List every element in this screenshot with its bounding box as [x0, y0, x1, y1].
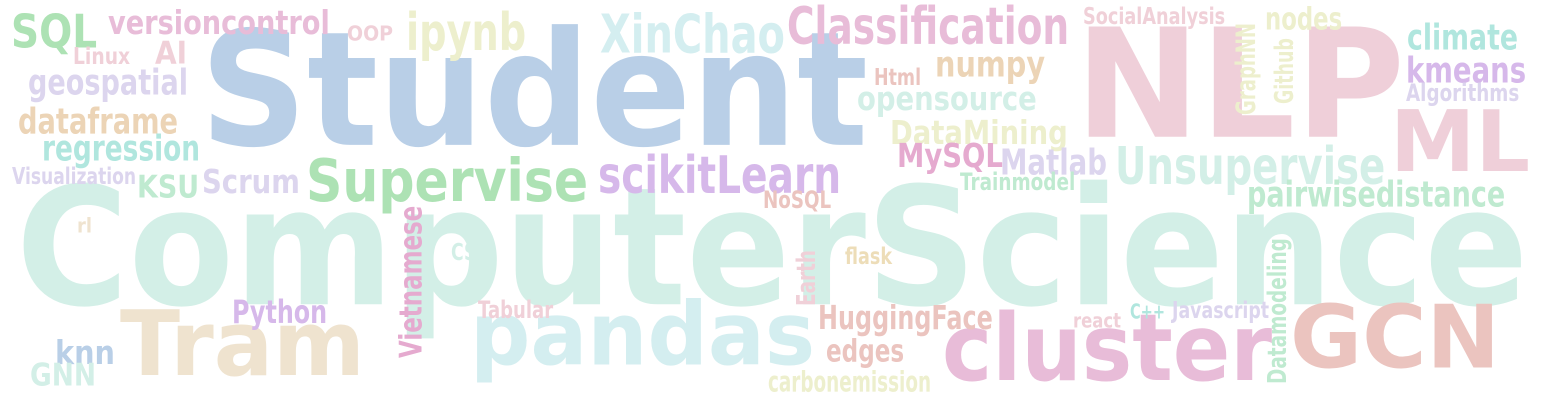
word-cluster: cluster — [942, 293, 1273, 401]
word-css: CSS — [451, 240, 489, 267]
word-socialanalysis: SocialAnalysis — [1083, 4, 1226, 31]
word-scikitlearn: scikitLearn — [598, 145, 842, 206]
word-carbonemission: carbonemission — [768, 365, 932, 399]
word-kmeans: kmeans — [1406, 50, 1527, 92]
word-matlab: Matlab — [1000, 142, 1107, 184]
word-gnn: GNN — [30, 357, 97, 394]
word-ml: ML — [1390, 91, 1531, 191]
word-graphnn: GraphNN — [1230, 23, 1262, 116]
word-ksu: KSU — [137, 169, 200, 206]
word-rl: rl — [77, 213, 92, 238]
word-unsupervise: Unsupervise — [1115, 136, 1386, 197]
word-student: Student — [200, 0, 869, 183]
word-react: react — [1073, 308, 1122, 333]
word-javascript: Javascript — [1172, 298, 1270, 325]
word-pairwisedistance: pairwisedistance — [1247, 174, 1506, 216]
word-oop: OOP — [347, 21, 393, 46]
word-ai: AI — [155, 35, 188, 72]
word-supervise: Supervise — [306, 145, 589, 215]
word-vietnamese: Vietnamese — [393, 205, 430, 358]
word-linux: Linux — [73, 44, 131, 71]
word-mysql: MySQL — [897, 136, 1003, 175]
word-html: Html — [874, 65, 922, 92]
word-geospatial: geospatial — [28, 62, 189, 104]
word-nosql: NoSQL — [763, 185, 832, 215]
word-github: Github — [1269, 38, 1300, 105]
word-huggingface: HuggingFace — [818, 298, 993, 337]
word-climate: climate — [1407, 17, 1519, 59]
word-tram: Tram — [120, 293, 365, 398]
word-gcn: GCN — [1290, 286, 1500, 389]
word-flask: flask — [845, 244, 893, 271]
word-regression: regression — [42, 128, 201, 170]
word-opensource: opensource — [857, 79, 1037, 118]
word-cpp: C++ — [1130, 299, 1166, 324]
word-python: Python — [232, 293, 328, 332]
word-datamining: DataMining — [890, 113, 1068, 152]
word-xinchao: XinChao — [600, 2, 785, 66]
word-numpy: numpy — [935, 44, 1046, 86]
word-trainmodel: Trainmodel — [960, 167, 1076, 197]
word-classification: Classification — [787, 0, 1070, 57]
word-pandas: pandas — [470, 283, 816, 386]
word-sql: SQL — [11, 4, 98, 59]
word-tabular: Tabular — [478, 295, 554, 325]
word-algorithms: Algorithms — [1406, 78, 1520, 108]
word-versioncontrol: versioncontrol — [108, 3, 330, 42]
word-edges: edges — [826, 333, 905, 370]
word-visualization: Visualization — [12, 164, 137, 191]
word-datamodeling: Datamodeling — [1262, 238, 1293, 384]
word-nlp: NLP — [1075, 0, 1405, 173]
word-computerscience: ComputerScience — [16, 152, 1529, 344]
word-nodes: nodes — [1265, 1, 1343, 38]
word-dataframe: dataframe — [18, 101, 179, 143]
word-scrum: Scrum — [202, 162, 300, 201]
word-earth: Earth — [791, 250, 822, 306]
word-ipynb: ipynb — [406, 2, 527, 63]
word-knn: knn — [55, 333, 115, 372]
